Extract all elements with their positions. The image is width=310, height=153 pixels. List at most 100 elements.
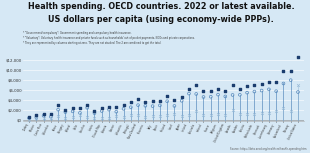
Point <box>92 110 97 112</box>
Point <box>157 115 162 118</box>
Point <box>179 100 184 102</box>
Point <box>215 113 220 116</box>
Point <box>128 106 133 108</box>
Point <box>172 113 177 116</box>
Point <box>27 116 32 119</box>
Point <box>114 110 119 113</box>
Point <box>107 106 112 108</box>
Point <box>41 112 46 115</box>
Point <box>223 90 228 92</box>
Point <box>288 79 293 81</box>
Point <box>135 113 140 116</box>
Point <box>187 88 192 90</box>
Point <box>266 88 271 91</box>
Text: US dollars per capita (using economy-wide PPPs).: US dollars per capita (using economy-wid… <box>48 15 274 24</box>
Point <box>56 108 61 111</box>
Point <box>295 84 300 86</box>
Point <box>194 93 199 95</box>
Point <box>274 110 279 112</box>
Point <box>201 90 206 93</box>
Point <box>70 107 75 110</box>
Point <box>143 101 148 103</box>
Point <box>121 104 126 106</box>
Point <box>128 114 133 117</box>
Point <box>215 87 220 90</box>
Point <box>288 110 293 113</box>
Point <box>245 91 250 94</box>
Point <box>143 104 148 107</box>
Point <box>85 103 90 106</box>
Point <box>99 110 104 112</box>
Point <box>237 93 242 96</box>
Point <box>128 101 133 104</box>
Point <box>281 70 286 73</box>
Point <box>63 109 68 111</box>
Point <box>150 100 155 103</box>
Point <box>27 117 32 119</box>
Point <box>215 93 220 96</box>
Point <box>114 115 119 117</box>
Point <box>27 118 32 121</box>
Point <box>201 96 206 98</box>
Point <box>78 106 82 109</box>
Point <box>237 88 242 90</box>
Point <box>78 112 82 114</box>
Point <box>295 91 300 93</box>
Point <box>157 104 162 107</box>
Point <box>281 107 286 110</box>
Point <box>194 84 199 86</box>
Point <box>245 85 250 88</box>
Point <box>34 114 39 116</box>
Point <box>230 109 235 111</box>
Point <box>165 95 170 97</box>
Point <box>92 112 97 114</box>
Point <box>107 108 112 111</box>
Point <box>223 114 228 116</box>
Point <box>34 116 39 119</box>
Point <box>288 70 293 72</box>
Point <box>121 115 126 118</box>
Point <box>135 98 140 101</box>
Point <box>78 114 82 116</box>
Text: Source: https://data.oecd.org/healthres/health-spending.htm: Source: https://data.oecd.org/healthres/… <box>230 147 307 151</box>
Point <box>172 105 177 107</box>
Point <box>172 99 177 101</box>
Point <box>85 106 90 109</box>
Point <box>150 115 155 117</box>
Point <box>92 117 97 119</box>
Point <box>63 111 68 113</box>
Point <box>165 114 170 116</box>
Point <box>274 90 279 92</box>
Point <box>56 104 61 106</box>
Point <box>245 113 250 115</box>
Point <box>281 82 286 85</box>
Point <box>208 90 213 92</box>
Point <box>70 110 75 113</box>
Point <box>230 83 235 86</box>
Point <box>48 117 53 119</box>
Point <box>274 81 279 83</box>
Point <box>107 117 112 119</box>
Point <box>157 100 162 103</box>
Point <box>179 95 184 98</box>
Point <box>150 105 155 107</box>
Point <box>223 95 228 98</box>
Point <box>266 80 271 83</box>
Point <box>41 117 46 119</box>
Point <box>121 108 126 110</box>
Text: * "Government/compulsory": Government spending and compulsory health insurance.
: * "Government/compulsory": Government sp… <box>23 31 195 45</box>
Point <box>230 94 235 96</box>
Point <box>208 95 213 98</box>
Point <box>237 113 242 116</box>
Point <box>201 114 206 116</box>
Point <box>34 116 39 119</box>
Point <box>187 92 192 95</box>
Point <box>85 116 90 119</box>
Point <box>63 117 68 120</box>
Point <box>135 104 140 106</box>
Text: Health spending. OECD countries. 2022 or latest available.: Health spending. OECD countries. 2022 or… <box>28 2 294 11</box>
Point <box>259 82 264 85</box>
Point <box>99 116 104 119</box>
Point <box>187 114 192 117</box>
Point <box>252 90 257 93</box>
